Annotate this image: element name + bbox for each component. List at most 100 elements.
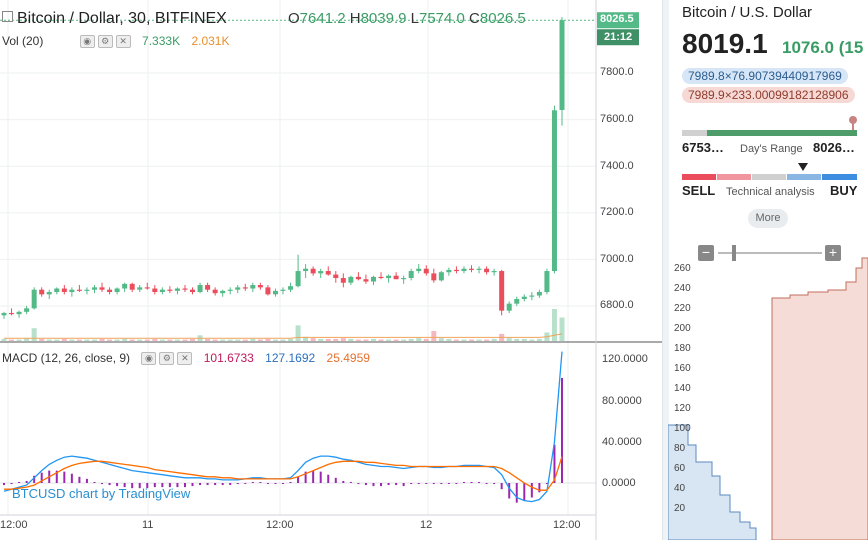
macd-histogram-bar	[327, 474, 330, 483]
candle-body	[506, 303, 512, 311]
depth-tick: 60	[674, 463, 686, 474]
high-label: H	[349, 10, 361, 27]
candle-body	[393, 275, 399, 280]
macd-histogram-bar	[78, 476, 81, 483]
gear-icon[interactable]: ⚙	[159, 352, 175, 366]
candle-body	[280, 289, 286, 291]
candle-body	[355, 276, 361, 280]
macd-histogram-bar	[500, 483, 503, 490]
current-price-text: 8026.5	[600, 13, 634, 25]
range-high: 8026…	[813, 140, 855, 155]
panel-divider[interactable]	[662, 0, 669, 540]
chart-area[interactable]: Bitcoin / Dollar, 30, BITFINEX O7641.2 H…	[0, 0, 666, 540]
price-tick: 7800.0	[600, 66, 634, 78]
candle-body	[559, 20, 565, 111]
macd-histogram-bar	[191, 483, 194, 487]
range-marker-stem	[852, 122, 854, 130]
volume-bar	[370, 338, 376, 341]
depth-tick: 120	[674, 403, 691, 414]
ask-depth-area	[771, 257, 868, 540]
countdown-text: 21:12	[604, 31, 633, 43]
macd-histogram-bar	[199, 483, 202, 486]
zoom-slider-handle[interactable]	[732, 245, 736, 261]
zoom-slider-track[interactable]	[718, 252, 822, 254]
volume-bar	[1, 338, 7, 341]
candle-body	[438, 272, 444, 281]
sell-label: SELL	[682, 183, 716, 198]
time-tick: 12	[420, 519, 433, 531]
macd-histogram-bar	[387, 483, 390, 486]
panel-change: 1076.0 (15	[782, 38, 864, 57]
days-range-fill	[707, 130, 857, 136]
macd-legend[interactable]: MACD (12, 26, close, 9) ◉ ⚙ ✕ 101.6733 127…	[2, 351, 370, 366]
macd-histogram-bar	[146, 483, 149, 489]
macd-histogram-bar	[10, 483, 13, 484]
macd-histogram-bar	[33, 475, 36, 483]
macd-histogram-bar	[161, 483, 164, 488]
macd-histogram-bar	[410, 483, 413, 485]
close-icon[interactable]: ✕	[115, 35, 131, 49]
technical-analysis-label[interactable]: Technical analysis	[726, 186, 815, 198]
time-tick: 12:00	[553, 519, 581, 531]
candle-body	[318, 271, 324, 274]
candle-body	[499, 271, 505, 311]
close-icon[interactable]: ✕	[177, 352, 193, 366]
candle-body	[76, 289, 82, 291]
volume-bar	[212, 339, 218, 341]
volume-bar	[182, 339, 188, 341]
price-tick: 7000.0	[600, 253, 634, 265]
macd-tick: 120.0000	[602, 353, 648, 365]
eye-icon[interactable]: ◉	[141, 352, 157, 366]
macd-histogram-bar	[485, 483, 488, 484]
macd-histogram-bar	[417, 483, 420, 484]
volume-bar	[521, 338, 527, 341]
collapse-icon[interactable]	[2, 11, 13, 22]
volume-bar	[461, 339, 467, 341]
candle-body	[152, 288, 158, 293]
macd-histogram-bar	[244, 483, 247, 484]
volume-bar	[348, 338, 354, 341]
volume-bar	[174, 339, 180, 341]
macd-histogram-bar	[176, 483, 179, 488]
macd-histogram-bar	[349, 481, 352, 483]
candle-body	[227, 289, 233, 291]
depth-tick: 80	[674, 443, 686, 454]
volume-legend[interactable]: Vol (20) ◉ ⚙ ✕ 7.333K 2.031K	[2, 34, 230, 49]
candle-body	[9, 312, 15, 315]
macd-histogram-bar	[462, 481, 465, 483]
volume-bar	[280, 339, 286, 341]
close-value: 8026.5	[479, 10, 526, 27]
macd-histogram-bar	[372, 483, 375, 487]
volume-bar	[310, 338, 316, 341]
depth-tick: 160	[674, 363, 691, 374]
eye-icon[interactable]: ◉	[79, 35, 95, 49]
candle-body	[514, 299, 520, 304]
macd-histogram-bar	[18, 481, 21, 483]
depth-tick: 140	[674, 383, 691, 394]
macd-line-value: 127.1692	[265, 351, 316, 365]
macd-histogram-bar	[447, 483, 450, 484]
time-tick: 11	[142, 519, 154, 531]
chart-canvas[interactable]	[0, 0, 666, 540]
macd-histogram-bar	[319, 471, 322, 483]
macd-tick: 80.0000	[602, 395, 642, 407]
market-depth-chart[interactable]: 260 240 220 200 180 160 140 120 100 80 60 40 20	[668, 240, 868, 540]
volume-bar	[84, 339, 90, 341]
volume-bar	[325, 338, 331, 341]
volume-bar	[54, 339, 60, 341]
watermark[interactable]: BTCUSD chart by TradingView	[12, 486, 191, 501]
panel-title: Bitcoin / U.S. Dollar	[682, 4, 813, 21]
volume-bar	[9, 339, 15, 341]
depth-tick: 260	[674, 263, 691, 274]
volume-ma-line	[4, 333, 563, 339]
gear-icon[interactable]: ⚙	[97, 35, 113, 49]
macd-histogram-bar	[553, 444, 556, 483]
candle-body	[16, 311, 22, 315]
gauge-sell	[717, 174, 751, 180]
zoom-in-button[interactable]: +	[825, 245, 841, 261]
volume-ma-value: 2.031K	[191, 34, 230, 48]
depth-tick: 40	[674, 483, 686, 494]
zoom-out-button[interactable]: −	[698, 245, 714, 261]
symbol-header[interactable]: Bitcoin / Dollar, 30, BITFINEX	[2, 10, 227, 28]
more-button[interactable]: More	[748, 209, 788, 228]
